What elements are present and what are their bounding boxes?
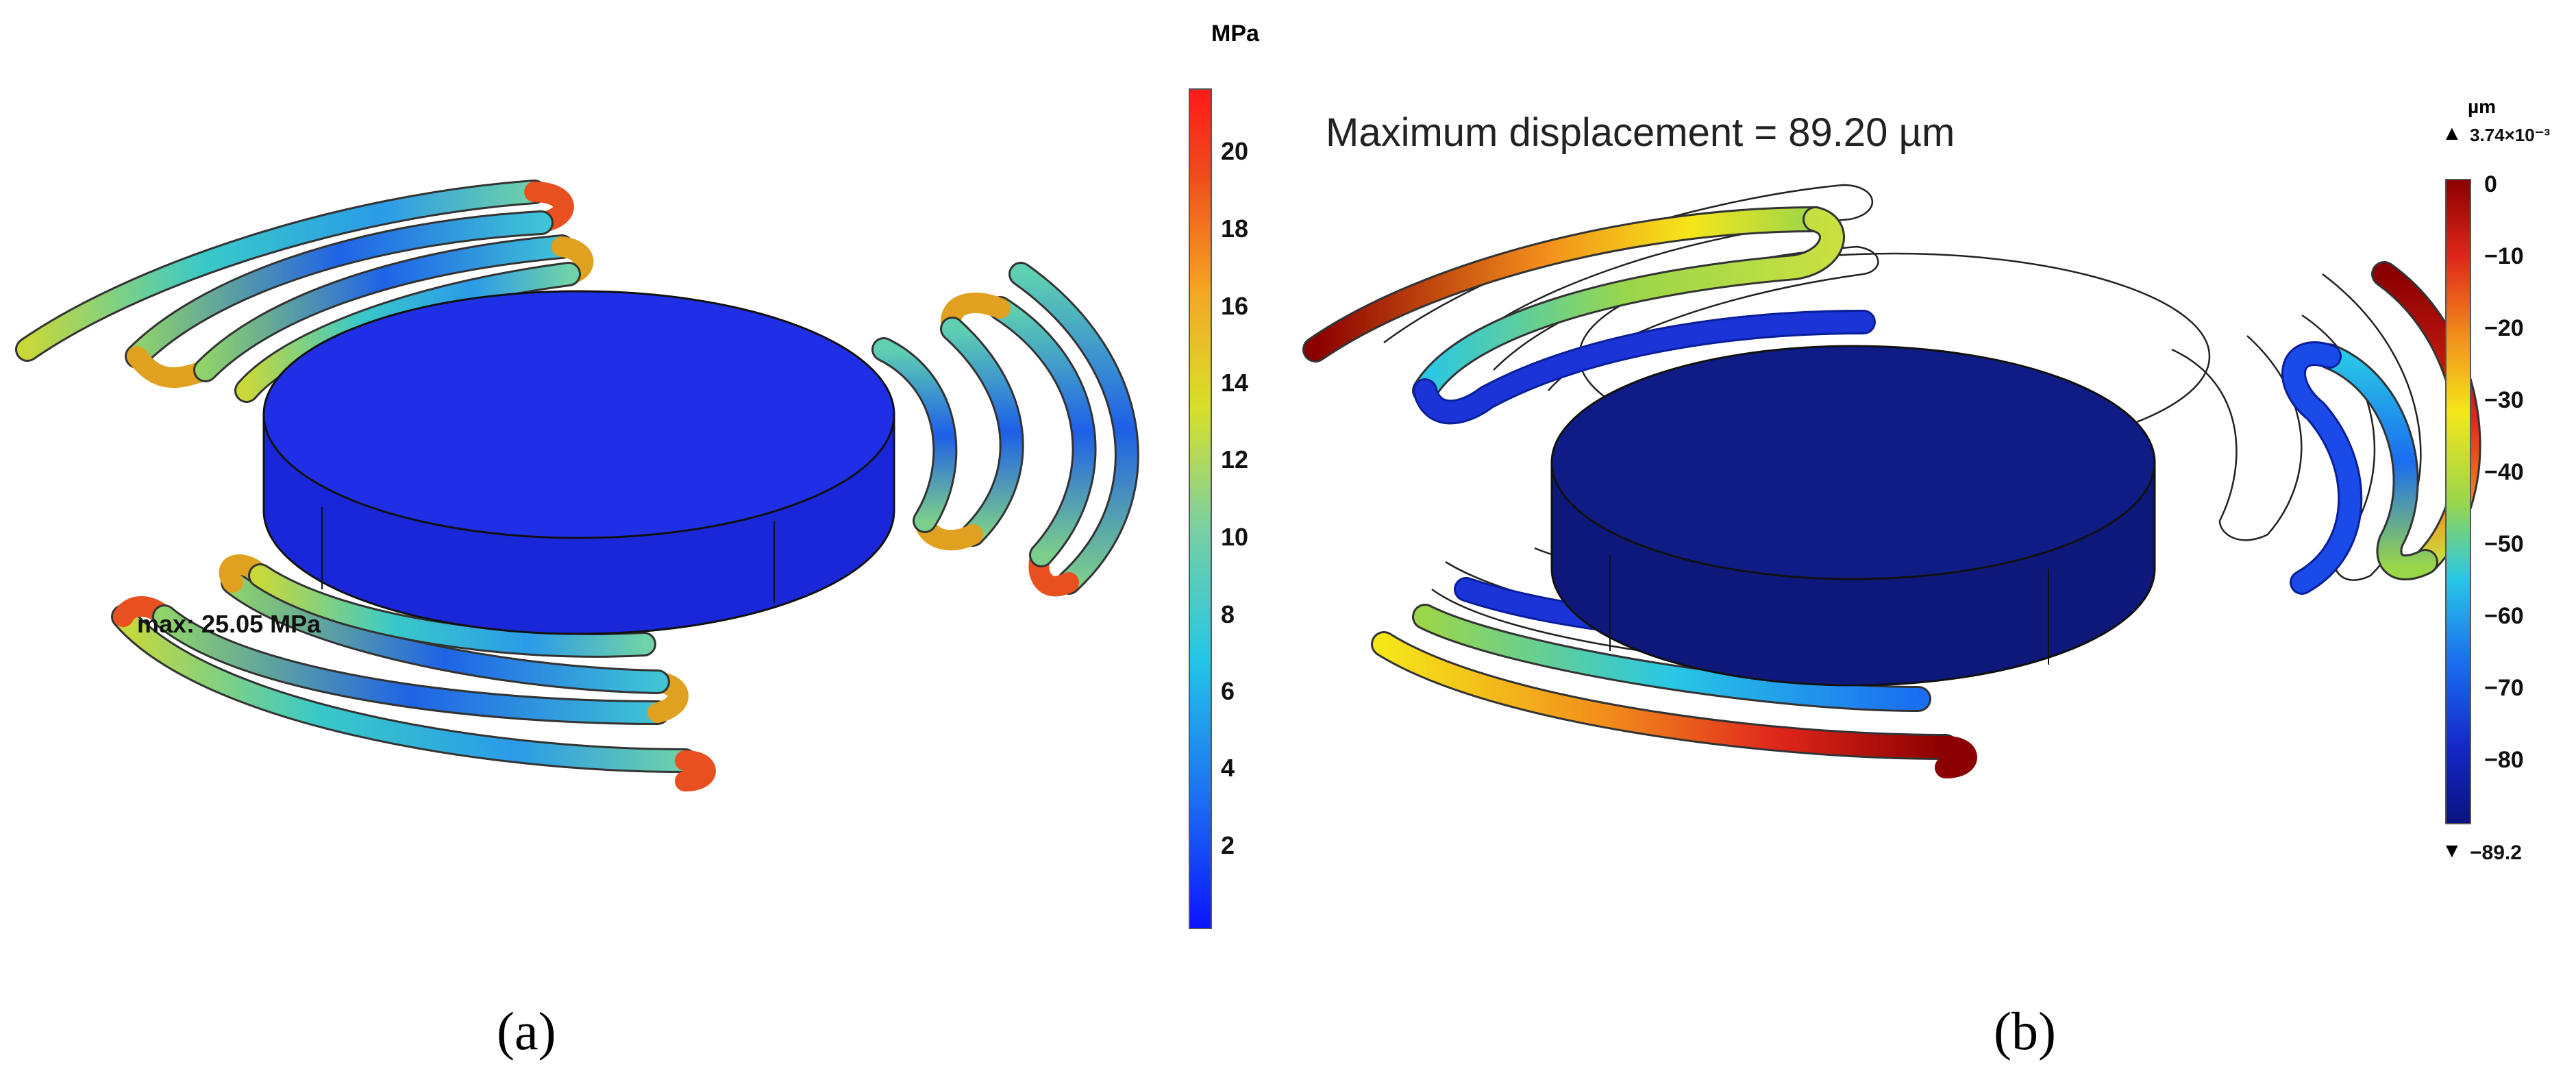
- stress-tick: 10: [1221, 523, 1249, 551]
- displacement-min-value: −89.2: [2470, 841, 2522, 864]
- stress-tick: 8: [1221, 600, 1235, 628]
- stress-tick: 16: [1221, 292, 1249, 320]
- stress-tick: 2: [1221, 831, 1235, 859]
- min-triangle-icon: ▼: [2442, 839, 2462, 862]
- stress-colorbar: [1189, 88, 1212, 929]
- displacement-max-value: 3.74×10⁻³: [2470, 125, 2551, 145]
- displacement-tick: −60: [2484, 603, 2524, 629]
- displacement-tick: −20: [2484, 315, 2524, 341]
- right-beams-deformed: [2281, 261, 2481, 595]
- lower-left-beams: [111, 554, 716, 791]
- center-disk: [262, 290, 895, 635]
- stress-unit: MPa: [1211, 21, 1259, 47]
- stress-tick: 14: [1221, 369, 1249, 397]
- panel-label-b: (b): [1994, 1001, 2056, 1061]
- stress-tick: 6: [1221, 677, 1235, 705]
- stress-tick: 18: [1221, 214, 1249, 243]
- upper-left-beams: [15, 180, 594, 403]
- stress-plot-svg: [15, 88, 1212, 929]
- displacement-tick: −80: [2484, 747, 2524, 773]
- stress-tick: 20: [1221, 137, 1249, 165]
- upper-left-beams-deformed: [1302, 206, 1876, 425]
- displacement-tick: −10: [2484, 243, 2524, 269]
- panel-a-stress: MPa 20 18 16 14 12 10 8 6 4 2 max: 25.05…: [15, 21, 1259, 1061]
- right-beams: [871, 262, 1139, 597]
- max-displacement-title: Maximum displacement = 89.20 µm: [1326, 110, 1955, 155]
- stress-tick: 12: [1221, 445, 1249, 474]
- displacement-unit: µm: [2468, 96, 2497, 117]
- max-triangle-icon: ▲: [2442, 122, 2462, 145]
- panel-b-displacement: Maximum displacement = 89.20 µm µm ▲ 3.7…: [1288, 0, 2576, 1082]
- displacement-tick: −30: [2484, 387, 2524, 413]
- displacement-tick: −40: [2484, 459, 2524, 485]
- max-stress-annotation: max: 25.05 MPa: [137, 610, 321, 638]
- displacement-plot-svg: [1302, 179, 2481, 824]
- center-disk-deformed: [1550, 345, 2156, 687]
- displacement-tick: −70: [2484, 675, 2524, 701]
- displacement-tick: 0: [2484, 171, 2497, 197]
- displacement-tick: −50: [2484, 531, 2524, 557]
- panel-label-a: (a): [497, 1001, 556, 1061]
- displacement-colorbar: [2445, 179, 2471, 824]
- stress-tick: 4: [1221, 754, 1235, 782]
